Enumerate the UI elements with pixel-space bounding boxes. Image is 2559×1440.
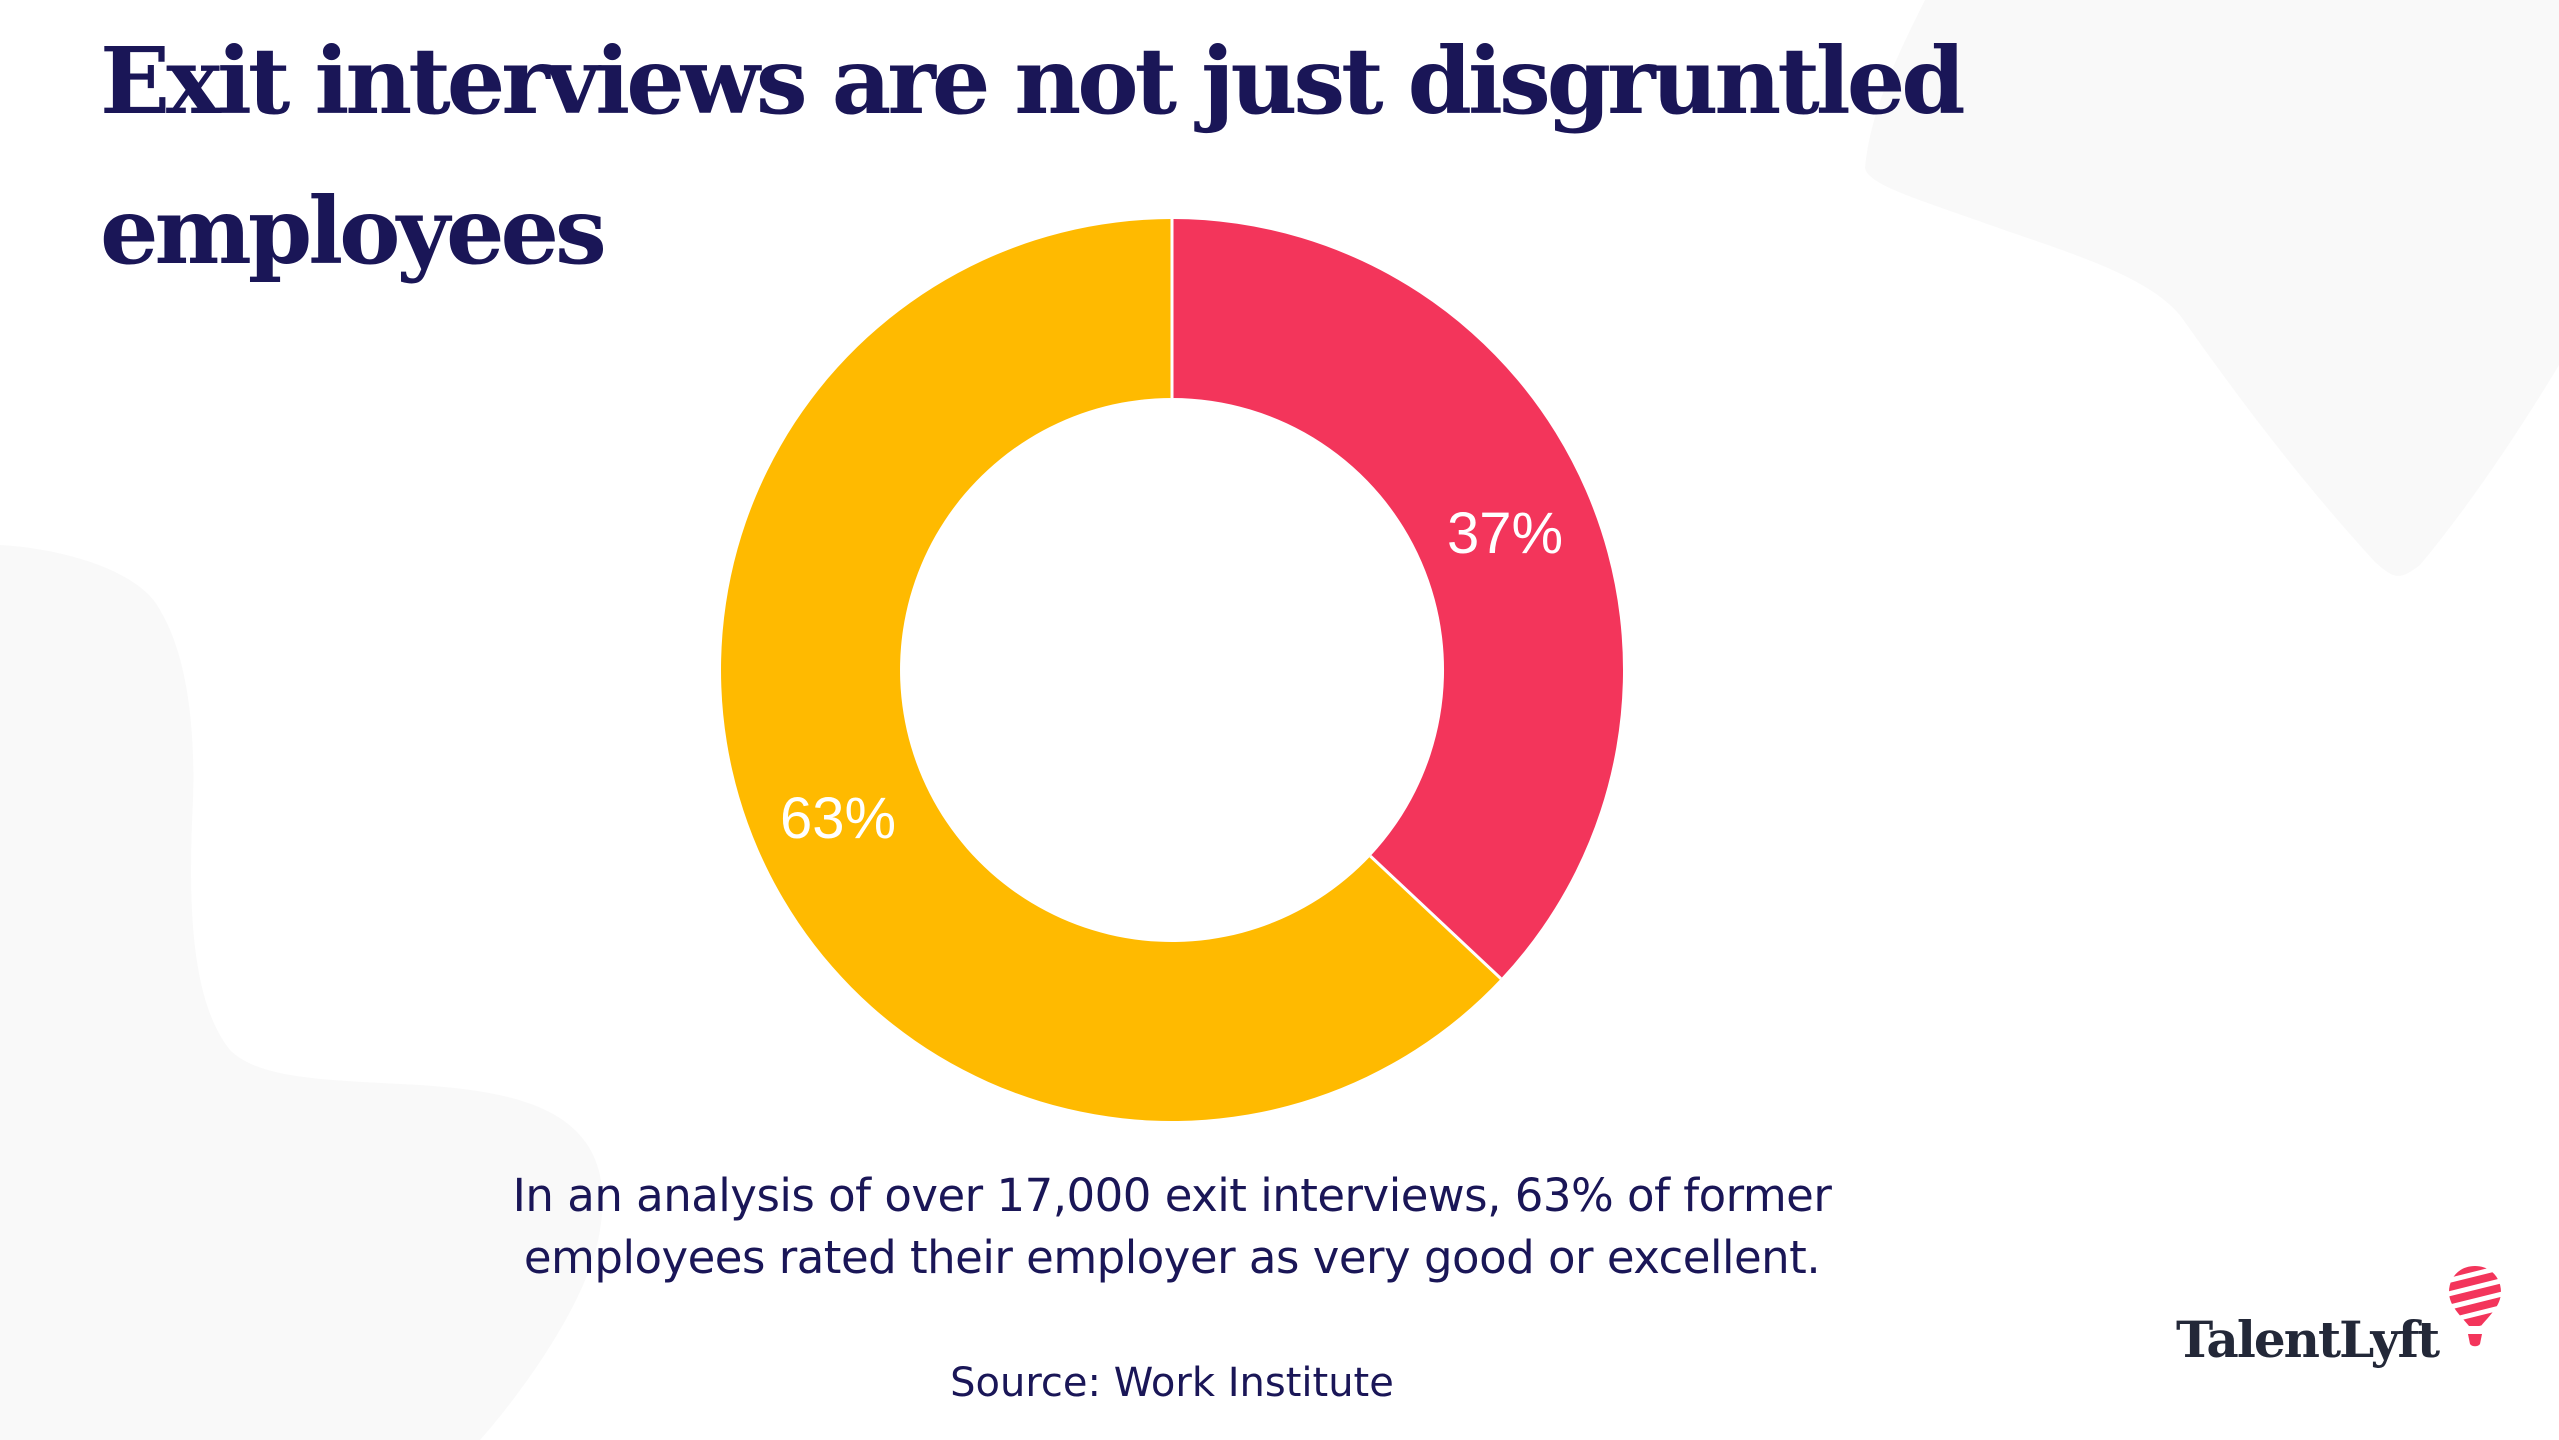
slice-label-63: 63% xyxy=(780,786,896,851)
caption-line-2: employees rated their employer as very g… xyxy=(523,1231,1821,1284)
source-note: Source: Work Institute xyxy=(950,1360,1394,1406)
slice-label-37: 37% xyxy=(1447,501,1563,566)
title-line-1: Exit interviews are not just disgruntled xyxy=(100,27,1966,135)
hot-air-balloon-icon xyxy=(2449,1266,2501,1347)
background-blob-top-right xyxy=(1865,0,2559,576)
logo-wordmark: TalentLyft xyxy=(2176,1310,2440,1369)
slice-separator-bottom xyxy=(1369,855,1502,980)
donut-slice-37[interactable] xyxy=(1172,219,1624,979)
caption-line-1: In an analysis of over 17,000 exit inter… xyxy=(512,1169,1832,1222)
background-blob-left xyxy=(0,545,603,1440)
donut-slice-63[interactable] xyxy=(721,219,1501,1121)
talentlyft-logo: TalentLyft xyxy=(2170,1262,2510,1372)
chart-caption: In an analysis of over 17,000 exit inter… xyxy=(0,1165,2344,1289)
title-line-2: employees xyxy=(100,177,607,285)
page-title: Exit interviews are not just disgruntled… xyxy=(100,6,2300,306)
